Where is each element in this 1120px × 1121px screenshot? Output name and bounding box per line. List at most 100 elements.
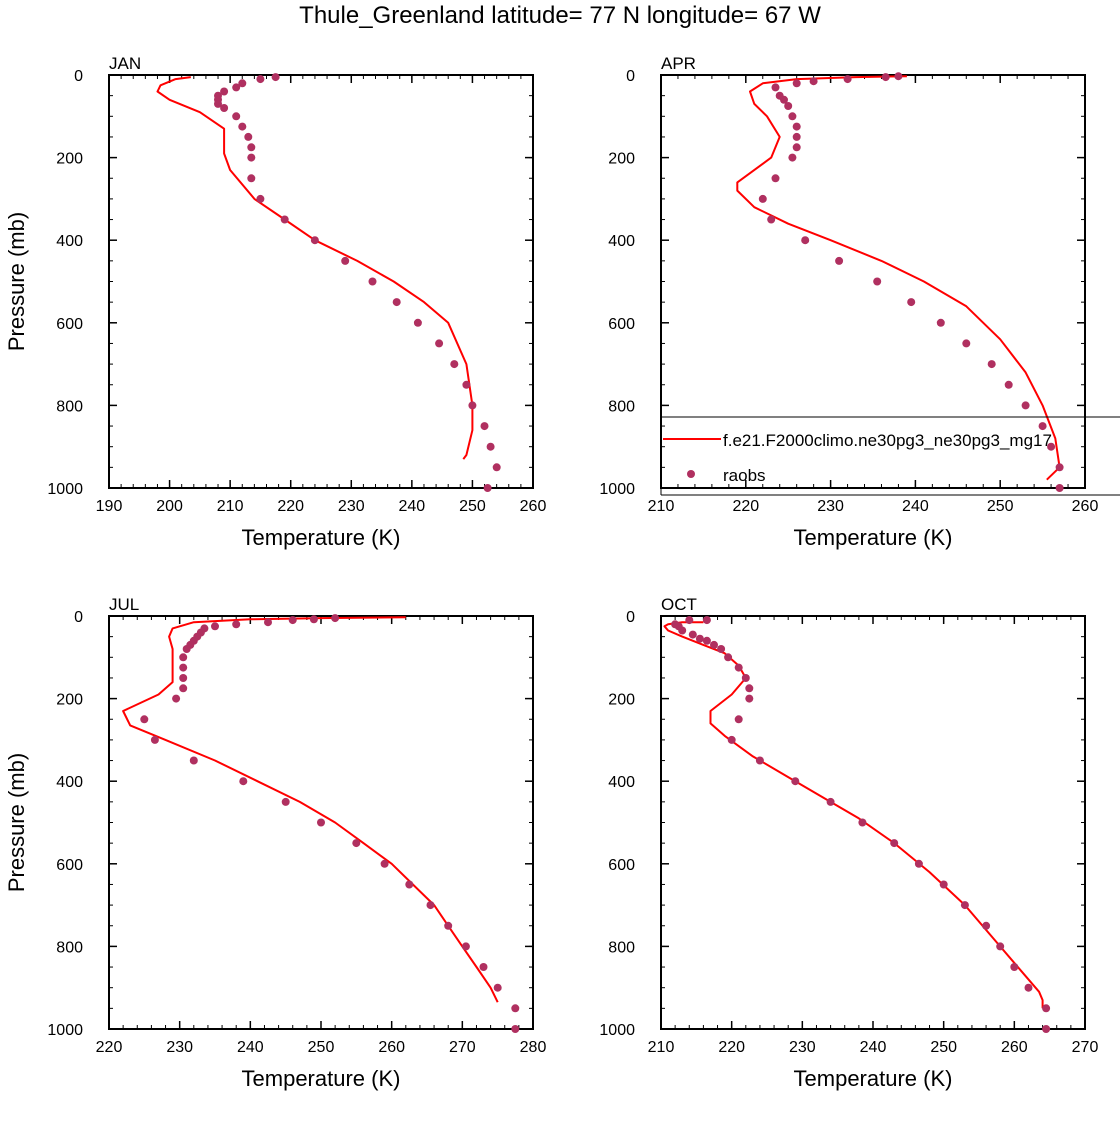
obs-point — [220, 104, 229, 112]
obs-point — [936, 318, 945, 327]
obs-point — [1038, 422, 1047, 431]
obs-point — [771, 174, 780, 183]
obs-point — [907, 298, 916, 307]
obs-point — [1055, 463, 1064, 472]
obs-point — [788, 112, 797, 121]
y-tick-label: 200 — [608, 151, 635, 168]
obs-point — [890, 839, 899, 848]
obs-point — [435, 339, 444, 348]
y-tick-label: 1000 — [47, 1022, 83, 1039]
x-tick-label: 190 — [96, 498, 123, 515]
y-tick-label: 1000 — [47, 481, 83, 498]
y-tick-label: 800 — [56, 398, 83, 415]
x-axis-label-jan: Temperature (K) — [242, 525, 401, 550]
obs-point — [511, 1025, 520, 1033]
obs-point — [214, 99, 222, 108]
panel-jul: 220 230 240 250 260 270 280 0 200 400 600 800 1000 JU… — [4, 595, 546, 1091]
obs-point — [695, 634, 704, 643]
obs-point — [791, 777, 800, 786]
y-tick-label: 600 — [608, 316, 635, 333]
y-axis-label-jul: Pressure (mb) — [4, 753, 29, 892]
obs-point — [239, 777, 248, 786]
x-tick-label: 240 — [860, 1039, 887, 1056]
y-tick-label: 600 — [56, 857, 83, 874]
plot-frame-jan — [108, 74, 534, 489]
obs-point — [413, 318, 422, 327]
obs-point — [780, 95, 788, 104]
obs-point — [1055, 484, 1064, 492]
legend-obs-label: raobs — [723, 466, 766, 485]
obs-point — [688, 630, 697, 639]
obs-point — [244, 132, 253, 141]
obs-point — [962, 339, 971, 348]
y-tick-label: 200 — [56, 692, 83, 709]
obs-point — [461, 942, 470, 951]
obs-point — [727, 735, 736, 744]
x-tick-label: 210 — [648, 498, 675, 515]
obs-point — [256, 75, 265, 84]
x-tick-label: 200 — [156, 498, 183, 515]
panel-jan: 190 200 210 220 230 240 250 260 0 200 400 600 800 100… — [4, 54, 546, 550]
y-tick-label: 400 — [608, 774, 635, 791]
obs-point — [767, 215, 776, 224]
obs-point — [771, 83, 780, 92]
obs-point — [792, 143, 801, 152]
x-axis-label-apr: Temperature (K) — [794, 525, 953, 550]
obs-point — [247, 143, 256, 152]
obs-point — [179, 674, 188, 682]
obs-point — [492, 463, 501, 472]
obs-point — [247, 153, 256, 162]
obs-point — [745, 684, 754, 693]
obs-point — [281, 797, 290, 806]
x-tick-label: 270 — [449, 1039, 476, 1056]
legend-marker-swatch — [687, 470, 695, 478]
x-tick-label: 260 — [378, 1039, 405, 1056]
obs-point — [182, 645, 191, 653]
obs-point — [493, 983, 502, 992]
obs-point — [247, 174, 256, 183]
y-tick-label: 800 — [608, 939, 635, 956]
obs-point — [1010, 963, 1019, 971]
obs-point — [1042, 1025, 1051, 1033]
model-line-apr — [736, 75, 1061, 481]
x-tick-label: 260 — [520, 498, 547, 515]
obs-point — [479, 963, 488, 971]
page-title: Thule_Greenland latitude= 77 N longitude… — [299, 2, 821, 29]
panel-label-oct: OCT — [661, 595, 697, 614]
obs-point — [468, 401, 477, 410]
y-tick-label: 0 — [74, 609, 83, 626]
y-tick-label: 0 — [74, 68, 83, 85]
obs-point — [858, 818, 867, 827]
obs-point — [717, 645, 726, 653]
obs-point — [264, 618, 272, 627]
obs-point — [310, 236, 319, 245]
obs-point — [480, 422, 489, 431]
obs-point — [380, 859, 389, 868]
obs-point — [405, 880, 414, 889]
obs-point — [172, 694, 181, 703]
obs-point — [894, 72, 903, 81]
x-tick-label: 250 — [987, 498, 1014, 515]
obs-point — [426, 901, 435, 910]
obs-point — [341, 256, 350, 265]
y-tick-label: 600 — [608, 857, 635, 874]
obs-point — [826, 797, 835, 806]
y-tick-label: 0 — [626, 68, 635, 85]
obs-point — [960, 901, 969, 910]
obs-point — [702, 636, 711, 645]
x-tick-label: 280 — [520, 1039, 547, 1056]
obs-point — [352, 839, 361, 848]
obs-point — [211, 622, 219, 631]
obs-point — [140, 715, 149, 724]
panel-label-jul: JUL — [109, 595, 139, 614]
obs-point — [238, 79, 247, 88]
obs-point — [288, 616, 297, 625]
obs-point — [685, 616, 694, 625]
x-tick-label: 220 — [96, 1039, 123, 1056]
obs-point — [996, 942, 1005, 951]
obs-point — [189, 756, 198, 765]
x-tick-label: 240 — [399, 498, 426, 515]
obs-point — [392, 298, 401, 307]
obs-point — [939, 880, 948, 889]
